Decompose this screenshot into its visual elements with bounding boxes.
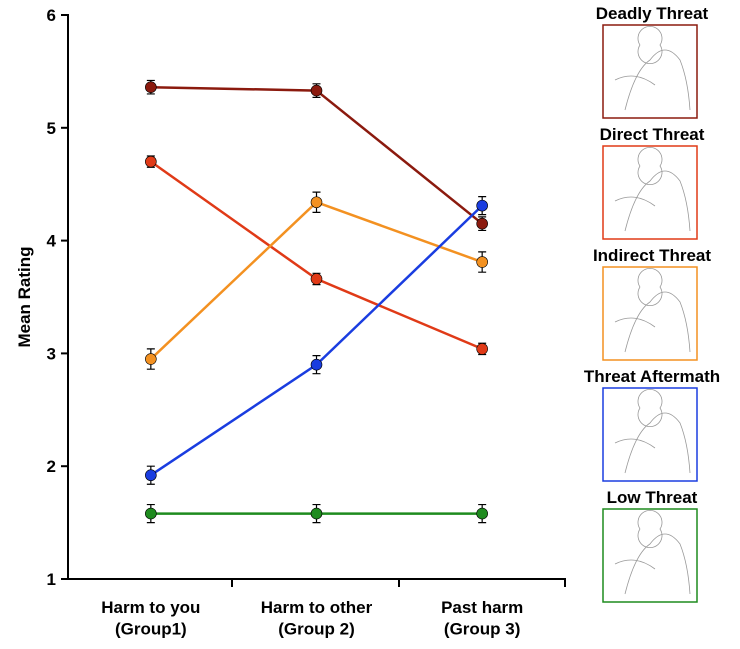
legend-label: Threat Aftermath	[584, 367, 720, 386]
series-line	[150, 160, 483, 351]
legend-box	[602, 266, 698, 361]
legend-box	[602, 24, 698, 119]
series-line	[150, 204, 484, 477]
y-tick-label: 5	[47, 119, 56, 138]
y-tick-label: 4	[47, 232, 57, 251]
data-point	[476, 343, 488, 355]
x-tick-label: Past harm (Group 3)	[441, 598, 523, 638]
legend-box	[602, 387, 698, 482]
data-point	[145, 81, 157, 93]
legend-box	[602, 145, 698, 240]
x-tick-label: Harm to you (Group1)	[101, 598, 200, 638]
legend-box	[602, 508, 698, 603]
y-tick-label: 2	[47, 457, 56, 476]
axes	[67, 14, 566, 587]
data-point	[476, 199, 488, 212]
data-point	[145, 507, 157, 520]
data-point	[476, 507, 488, 520]
legend-sketch	[614, 509, 691, 595]
legend-sketch	[614, 267, 691, 353]
legend-sketch	[614, 25, 691, 111]
data-point	[310, 273, 323, 285]
data-point	[476, 256, 488, 268]
legend-sketch	[614, 388, 691, 474]
y-axis-label: Mean Rating	[15, 246, 34, 347]
x-tick-label: Harm to other (Group 2)	[261, 598, 373, 638]
data-point	[310, 507, 323, 520]
legend-label: Deadly Threat	[596, 4, 709, 23]
legend-label: Indirect Threat	[593, 246, 711, 265]
data-point	[145, 469, 157, 482]
data-point	[476, 217, 488, 230]
legend-label: Low Threat	[607, 488, 698, 507]
data-point	[145, 353, 157, 365]
data-point	[145, 155, 157, 168]
y-tick-label: 3	[47, 344, 56, 363]
data-point	[310, 84, 323, 97]
data-point	[310, 196, 323, 209]
legend-sketch	[614, 146, 691, 232]
data-point	[310, 358, 323, 371]
y-tick-label: 6	[47, 6, 56, 25]
y-tick-label: 1	[47, 570, 56, 589]
legend-label: Direct Threat	[600, 125, 705, 144]
